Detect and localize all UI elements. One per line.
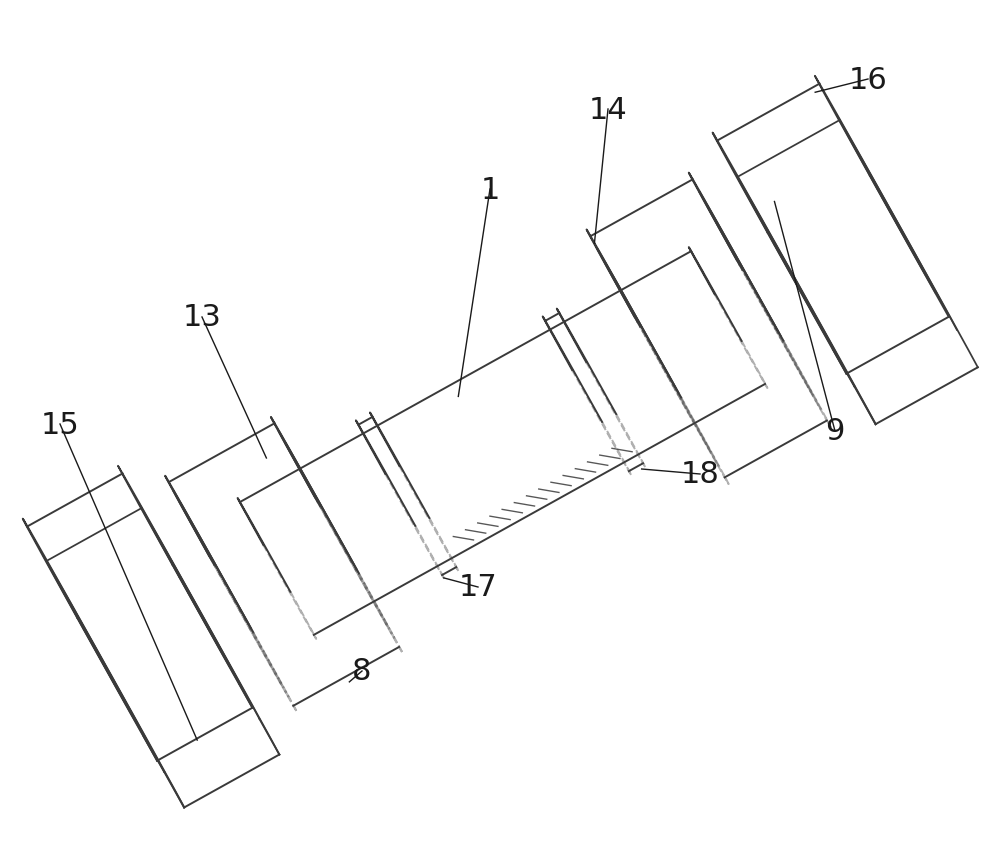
Text: 16: 16 bbox=[849, 65, 887, 95]
Text: 8: 8 bbox=[352, 657, 372, 685]
Text: 9: 9 bbox=[825, 417, 845, 446]
Text: 14: 14 bbox=[589, 96, 627, 124]
Text: 13: 13 bbox=[183, 303, 221, 332]
Text: 15: 15 bbox=[41, 410, 79, 439]
Text: 17: 17 bbox=[459, 573, 497, 602]
Text: 18: 18 bbox=[681, 460, 719, 489]
Text: 1: 1 bbox=[480, 176, 500, 204]
